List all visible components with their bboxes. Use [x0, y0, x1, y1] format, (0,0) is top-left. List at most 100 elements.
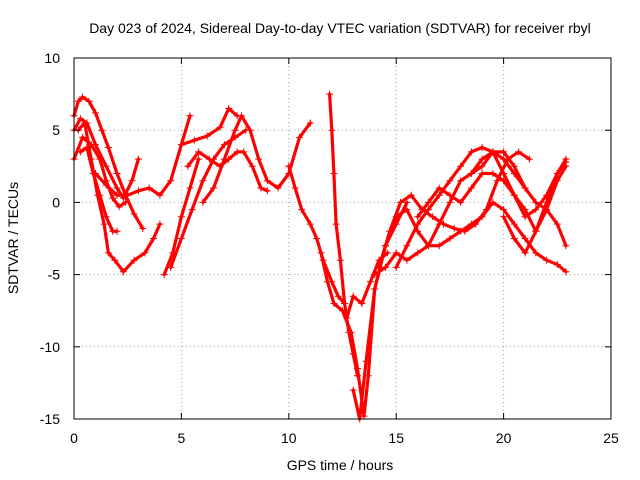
data-point — [553, 170, 561, 177]
data-point — [313, 235, 321, 242]
data-point — [532, 227, 540, 235]
data-point — [167, 263, 175, 271]
series-line — [319, 244, 388, 418]
data-point — [210, 184, 218, 192]
data-point — [543, 198, 551, 206]
data-point — [184, 162, 192, 170]
data-point — [139, 224, 147, 232]
data-point — [186, 112, 194, 120]
data-point — [102, 162, 110, 170]
data-point — [115, 203, 123, 211]
data-point — [446, 235, 454, 242]
data-point — [435, 191, 443, 199]
data-point — [195, 148, 203, 156]
data-point — [150, 235, 157, 242]
data-point — [446, 198, 454, 206]
series-satellite-pass-19 — [382, 148, 570, 250]
y-axis-ticks: 10 5 0 -5 -10 -15 — [40, 50, 611, 427]
series-line — [179, 106, 239, 147]
data-point — [113, 170, 121, 177]
data-point — [248, 162, 256, 170]
data-point — [113, 227, 121, 235]
data-point — [231, 126, 239, 134]
data-point — [446, 177, 454, 185]
data-point — [92, 109, 99, 117]
data-point — [246, 126, 254, 134]
data-point — [366, 278, 374, 286]
data-point — [354, 365, 361, 372]
data-point — [521, 235, 529, 242]
data-point — [457, 198, 465, 206]
data-point — [407, 191, 415, 199]
data-point — [111, 256, 119, 264]
series-layer — [70, 90, 570, 423]
y-tick-label: 10 — [44, 50, 60, 66]
data-point — [85, 97, 93, 105]
data-point — [553, 261, 561, 268]
data-point — [339, 307, 346, 315]
data-point — [341, 300, 349, 307]
data-point — [397, 198, 404, 206]
series-satellite-pass-6 — [92, 112, 194, 199]
data-point — [371, 285, 379, 293]
data-point — [141, 249, 149, 257]
data-point — [482, 206, 490, 214]
data-point — [177, 235, 185, 242]
data-point — [134, 187, 142, 195]
data-point — [216, 123, 224, 131]
data-point — [285, 162, 293, 170]
data-point — [467, 184, 475, 192]
data-point — [190, 136, 198, 144]
data-point — [467, 170, 475, 177]
data-point — [543, 256, 551, 264]
data-point — [220, 141, 228, 149]
data-point — [532, 206, 540, 214]
data-point — [424, 198, 432, 206]
x-tick-label: 15 — [388, 430, 404, 446]
data-point — [435, 242, 443, 250]
data-point — [104, 144, 112, 151]
data-point — [510, 162, 518, 170]
x-axis-label: GPS time / hours — [287, 457, 394, 473]
chart-title: Day 023 of 2024, Sidereal Day-to-day VTE… — [89, 20, 591, 36]
data-point — [306, 119, 314, 127]
data-point — [525, 155, 533, 163]
series-line — [93, 114, 192, 197]
y-tick-label: -5 — [48, 267, 61, 283]
series-satellite-pass-3 — [70, 133, 130, 211]
x-tick-label: 10 — [281, 430, 297, 446]
data-point — [403, 242, 411, 250]
y-tick-label: -10 — [40, 339, 60, 355]
data-point — [334, 292, 342, 300]
data-point — [317, 249, 325, 257]
series-satellite-pass-9 — [184, 148, 271, 195]
data-point — [521, 249, 529, 257]
data-point — [521, 184, 529, 192]
data-point — [500, 148, 508, 156]
x-axis-ticks: 0 5 10 15 20 25 — [70, 58, 619, 446]
data-point — [113, 191, 121, 199]
data-point — [424, 206, 432, 214]
data-point — [403, 198, 411, 206]
series-satellite-pass-1 — [70, 93, 147, 232]
data-point — [274, 184, 282, 192]
data-point — [392, 263, 400, 271]
data-point — [521, 213, 529, 221]
y-tick-label: 5 — [52, 122, 60, 138]
data-point — [76, 148, 84, 156]
plot-frame — [73, 57, 612, 420]
series-line — [72, 135, 128, 209]
data-point — [493, 177, 501, 185]
data-point — [489, 148, 497, 156]
data-point — [205, 155, 213, 163]
data-point — [119, 268, 127, 276]
data-point — [81, 119, 89, 127]
data-point — [306, 220, 314, 228]
data-point — [347, 328, 355, 336]
data-point — [500, 206, 508, 214]
data-point — [199, 198, 207, 206]
data-point — [478, 170, 486, 177]
data-point — [76, 115, 84, 123]
x-tick-label: 0 — [70, 430, 78, 446]
data-point — [362, 357, 370, 365]
